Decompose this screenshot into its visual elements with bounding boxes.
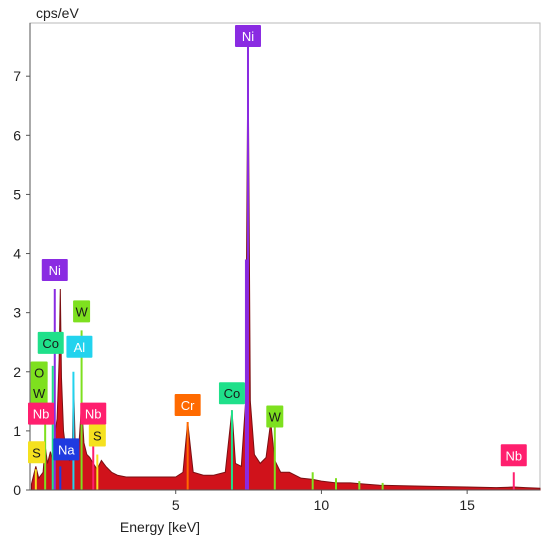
peak-label-text: W: [33, 386, 46, 401]
y-tick-label: 4: [13, 246, 21, 262]
x-tick-label: 5: [172, 497, 180, 513]
y-tick-label: 3: [13, 305, 21, 321]
peak-label-box: [88, 424, 106, 447]
peak-label-text: Co: [42, 336, 59, 351]
peak-label-text: W: [75, 304, 88, 319]
peak-label-box: [41, 259, 68, 282]
peak-label-text: Ni: [242, 29, 254, 44]
peak-label-box: [30, 382, 48, 405]
x-axis-title: Energy [keV]: [120, 519, 200, 535]
y-axis-title: cps/eV: [36, 5, 79, 21]
peak-label-box: [28, 402, 54, 425]
peak-label-text: Na: [58, 442, 75, 457]
peak-label-box: [266, 405, 284, 428]
peak-label-box: [66, 335, 93, 358]
peak-label-text: Al: [74, 340, 86, 355]
peak-label-text: O: [34, 366, 44, 381]
peak-label-box: [500, 444, 527, 467]
peak-label-box: [28, 441, 45, 464]
y-tick-label: 5: [13, 186, 21, 202]
peak-label-text: Co: [224, 386, 241, 401]
peak-label-text: Nb: [505, 448, 522, 463]
peak-label-box: [30, 361, 48, 384]
peak-label-s: S: [88, 424, 106, 447]
peak-label-ni: Ni: [41, 259, 68, 282]
y-axis: 0 1 2 3 4 5 6 7: [13, 23, 31, 498]
peak-label-w: W: [266, 405, 284, 428]
peak-label-text: S: [93, 429, 102, 444]
y-tick-label: 0: [13, 482, 21, 498]
peak-label-nb: Nb: [80, 402, 107, 425]
peak-label-na: Na: [53, 438, 80, 461]
peak-label-nb: Nb: [28, 402, 54, 425]
peak-label-text: W: [269, 409, 282, 424]
peak-label-text: Nb: [33, 407, 50, 422]
y-tick-label: 6: [13, 127, 21, 143]
x-tick-label: 15: [459, 497, 475, 513]
peak-label-co: Co: [218, 382, 245, 405]
peak-label-box: [80, 402, 107, 425]
peak-label-ni: Ni: [234, 25, 261, 47]
peak-label-text: S: [32, 445, 41, 460]
y-tick-label: 7: [13, 68, 21, 84]
peak-label-text: Cr: [181, 398, 195, 413]
peak-label-box: [174, 394, 201, 417]
x-tick-label: 10: [314, 497, 330, 513]
peak-label-box: [234, 25, 261, 47]
peak-label-al: Al: [66, 335, 93, 358]
peak-label-w: W: [73, 300, 91, 323]
y-tick-label: 1: [13, 423, 21, 439]
peak-label-o: O: [30, 361, 48, 384]
peak-label-box: [218, 382, 245, 405]
x-axis: 5 10 15: [30, 489, 540, 513]
peak-label-text: Nb: [85, 407, 102, 422]
peak-label-box: [53, 438, 80, 461]
peak-label-box: [73, 300, 91, 323]
peak-label-text: Ni: [49, 263, 61, 278]
peak-label-box: [37, 331, 64, 354]
peak-label-nb: Nb: [500, 444, 527, 467]
peak-label-s: S: [28, 441, 45, 464]
plot-area-background: [29, 22, 541, 491]
peak-label-cr: Cr: [174, 394, 201, 417]
peak-label-co: Co: [37, 331, 64, 354]
y-tick-label: 2: [13, 364, 21, 380]
peak-label-w: W: [30, 382, 48, 405]
